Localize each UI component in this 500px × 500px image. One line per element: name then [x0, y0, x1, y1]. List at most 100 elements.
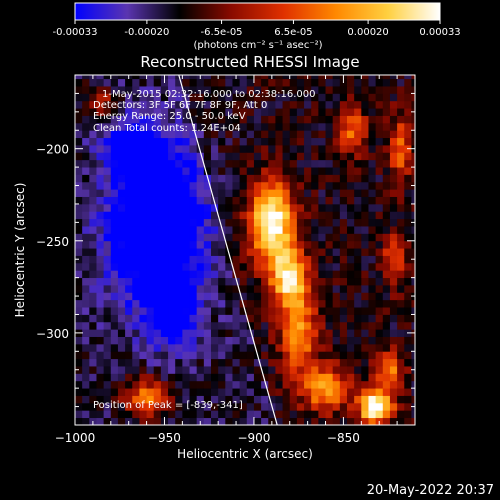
heatmap-cell: [75, 307, 83, 315]
heatmap-cell: [311, 75, 319, 80]
heatmap-cell: [175, 115, 183, 124]
heatmap-cell: [253, 314, 262, 323]
heatmap-cell: [232, 189, 241, 197]
heatmap-cell: [375, 137, 384, 146]
heatmap-cell: [203, 343, 212, 352]
heatmap-cell: [282, 196, 291, 205]
heatmap-cell: [175, 78, 183, 87]
heatmap-cell: [368, 292, 377, 301]
heatmap-cell: [182, 130, 190, 139]
heatmap-cell: [268, 292, 276, 301]
heatmap-cell: [203, 137, 212, 146]
heatmap-cell: [146, 329, 155, 337]
x-tick-label: −850: [327, 431, 360, 445]
heatmap-cell: [382, 299, 391, 308]
heatmap-cell: [225, 240, 233, 249]
heatmap-cell: [253, 226, 262, 234]
heatmap-cell: [361, 270, 369, 279]
heatmap-cell: [196, 93, 205, 102]
heatmap-cell: [125, 366, 133, 374]
heatmap-cell: [82, 321, 90, 330]
heatmap-cell: [211, 189, 219, 197]
heatmap-cell: [375, 395, 384, 404]
heatmap-cell: [103, 100, 112, 109]
heatmap-cell: [103, 417, 112, 425]
heatmap-cell: [89, 248, 97, 256]
heatmap-cell: [389, 314, 398, 323]
heatmap-cell: [332, 78, 341, 87]
heatmap-cell: [175, 240, 183, 249]
heatmap-cell: [246, 86, 255, 94]
chart-title: Reconstructed RHESSI Image: [140, 53, 359, 71]
heatmap-cell: [203, 181, 212, 190]
heatmap-cell: [246, 292, 255, 301]
heatmap-cell: [117, 410, 126, 419]
heatmap-cell: [282, 307, 291, 315]
heatmap-cell: [82, 167, 90, 175]
heatmap-cell: [189, 380, 198, 389]
heatmap-cell: [304, 255, 312, 264]
heatmap-cell: [253, 78, 262, 87]
heatmap-cell: [304, 329, 312, 337]
heatmap-cell: [89, 299, 97, 308]
heatmap-cell: [239, 137, 248, 146]
heatmap-cell: [117, 108, 126, 116]
heatmap-cell: [160, 240, 169, 249]
heatmap-cell: [89, 167, 97, 175]
heatmap-cell: [103, 152, 112, 161]
heatmap-cell: [289, 181, 298, 190]
heatmap-cell: [304, 292, 312, 301]
heatmap-cell: [361, 174, 369, 183]
heatmap-cell: [347, 285, 355, 293]
heatmap-cell: [354, 189, 362, 197]
heatmap-cell: [375, 299, 384, 308]
heatmap-cell: [339, 270, 348, 279]
heatmap-cell: [225, 93, 233, 102]
heatmap-cell: [361, 100, 369, 109]
heatmap-cell: [225, 159, 233, 168]
heatmap-cell: [296, 262, 305, 271]
heatmap-cell: [182, 174, 190, 183]
heatmap-cell: [110, 336, 119, 345]
heatmap-cell: [211, 417, 219, 425]
heatmap-cell: [382, 395, 391, 404]
heatmap-cell: [253, 402, 262, 411]
heatmap-cell: [196, 321, 205, 330]
heatmap-cell: [289, 137, 298, 146]
heatmap-cell: [347, 417, 355, 425]
heatmap-cell: [253, 410, 262, 419]
heatmap-cell: [103, 277, 112, 286]
heatmap-cell: [246, 181, 255, 190]
heatmap-cell: [354, 218, 362, 227]
heatmap-cell: [411, 226, 415, 234]
heatmap-cell: [103, 115, 112, 124]
heatmap-cell: [103, 181, 112, 190]
heatmap-cell: [218, 137, 226, 146]
heatmap-cell: [368, 115, 377, 124]
heatmap-cell: [261, 373, 269, 382]
heatmap-cell: [103, 388, 112, 396]
heatmap-cell: [160, 336, 169, 345]
heatmap-cell: [175, 366, 183, 374]
heatmap-cell: [160, 402, 169, 411]
heatmap-cell: [232, 108, 241, 116]
heatmap-cell: [275, 93, 283, 102]
heatmap-cell: [318, 343, 326, 352]
heatmap-cell: [253, 336, 262, 345]
heatmap-cell: [368, 240, 377, 249]
heatmap-cell: [318, 299, 326, 308]
heatmap-cell: [246, 277, 255, 286]
heatmap-cell: [168, 292, 176, 301]
heatmap-cell: [268, 255, 276, 264]
heatmap-cell: [332, 108, 341, 116]
heatmap-cell: [282, 255, 291, 264]
heatmap-cell: [82, 78, 90, 87]
heatmap-cell: [325, 270, 334, 279]
heatmap-cell: [268, 145, 276, 153]
heatmap-cell: [282, 366, 291, 374]
heatmap-cell: [261, 226, 269, 234]
heatmap-cell: [296, 358, 305, 367]
heatmap-cell: [160, 270, 169, 279]
heatmap-cell: [389, 108, 398, 116]
heatmap-cell: [389, 233, 398, 242]
